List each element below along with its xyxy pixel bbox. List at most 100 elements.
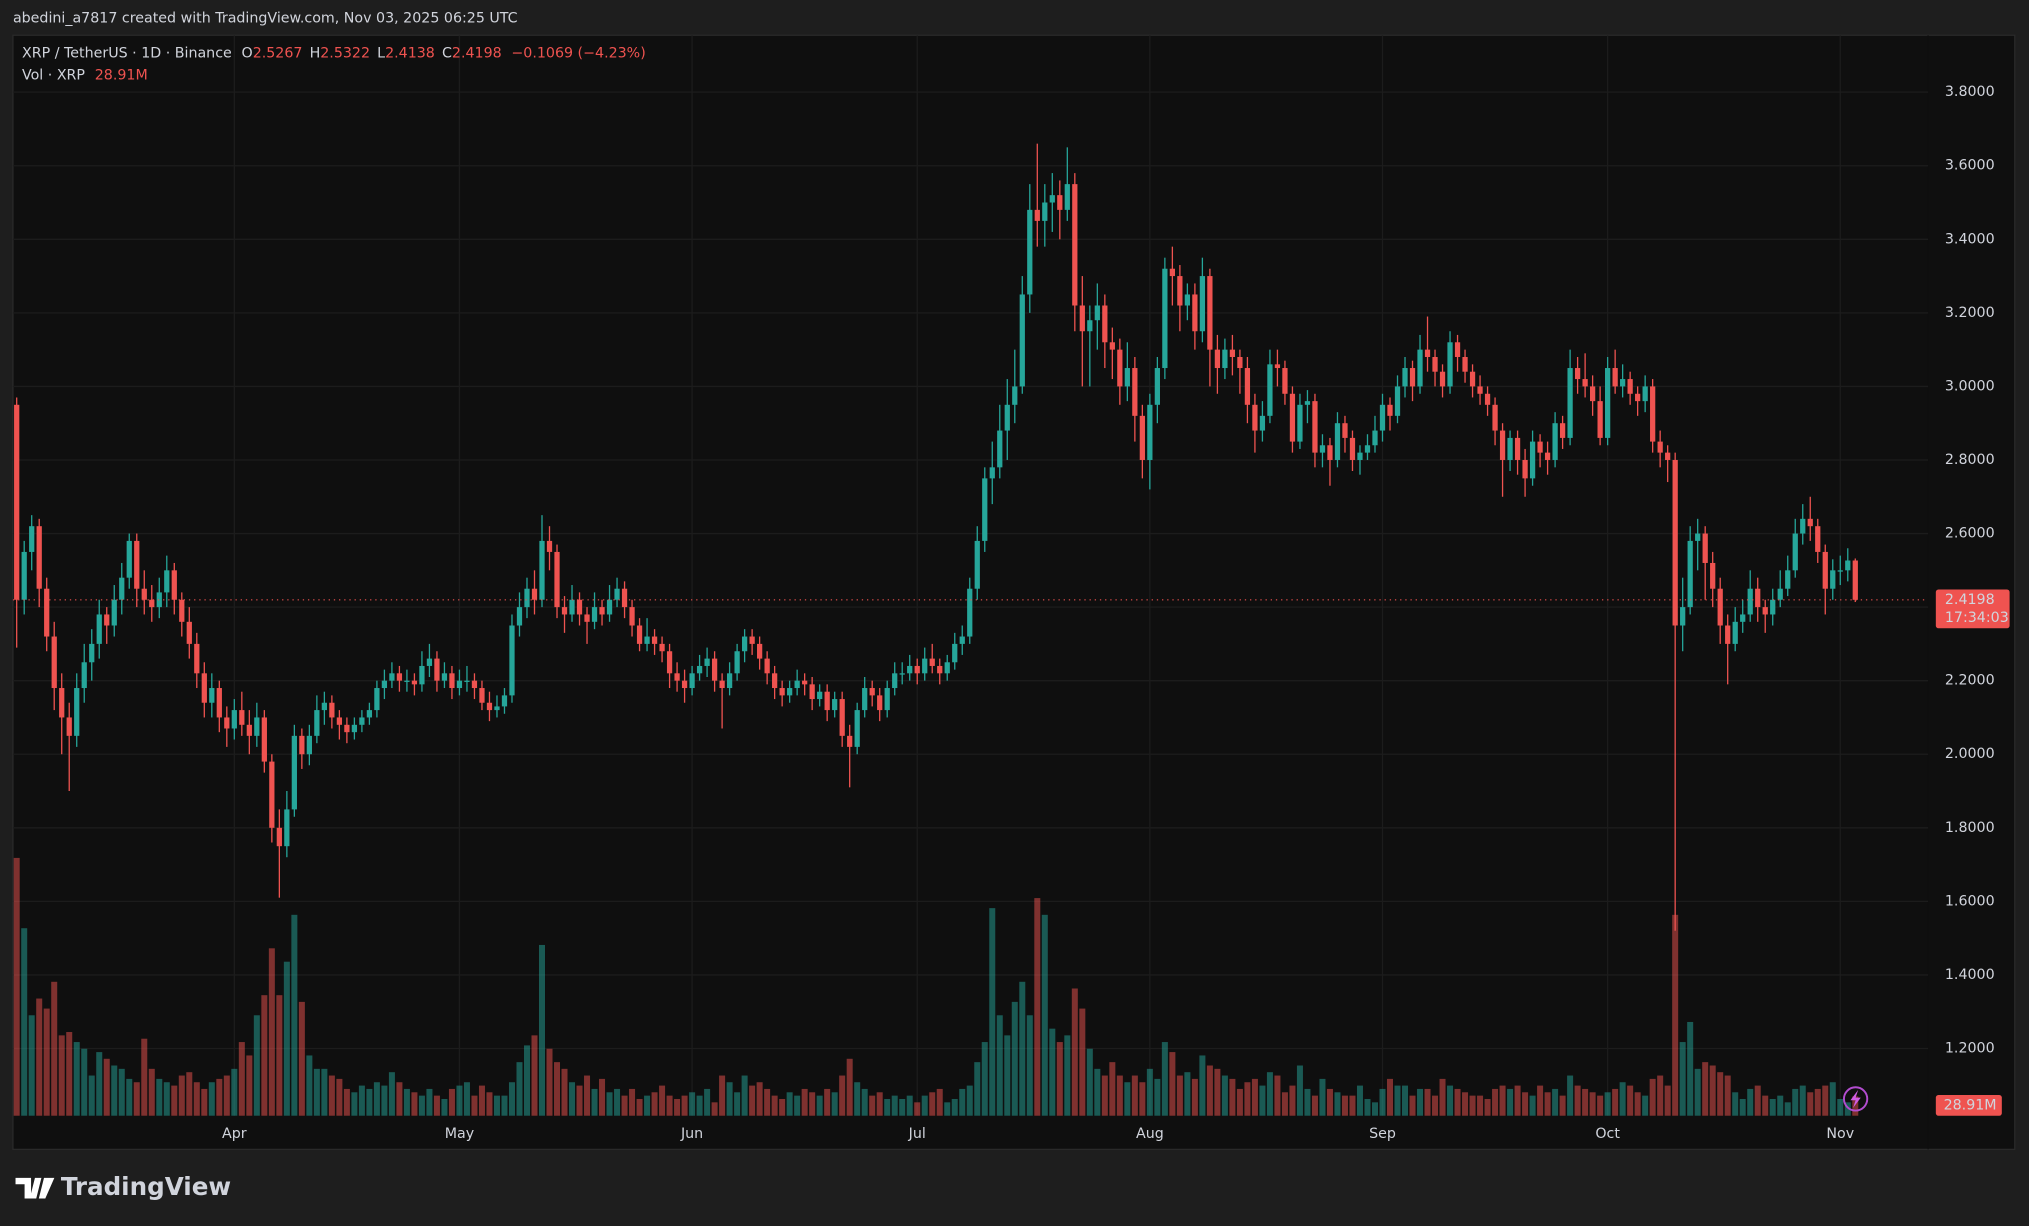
volume-bar — [921, 1095, 928, 1116]
candle-body — [689, 673, 695, 689]
volume-bar — [1274, 1075, 1281, 1116]
volume-bar — [306, 1055, 313, 1116]
volume-bar — [1034, 898, 1041, 1116]
candle-body — [239, 710, 245, 725]
candle-body — [1514, 437, 1521, 460]
candle-body — [1650, 386, 1656, 442]
close-key: C — [442, 45, 452, 61]
volume-bar — [1296, 1065, 1303, 1116]
candle-body — [1837, 570, 1843, 572]
candle-body — [1762, 607, 1768, 615]
y-tick-label: 1.2000 — [1945, 1040, 1995, 1056]
candle-body — [659, 643, 665, 652]
candle-body — [944, 662, 950, 674]
volume-bar — [66, 1032, 73, 1116]
candle-body — [1244, 368, 1251, 405]
candle-body — [1132, 368, 1138, 416]
candle-body — [344, 724, 350, 733]
close-value: 2.4198 — [452, 45, 502, 61]
volume-bar — [1371, 1102, 1378, 1116]
volume-bar — [1326, 1088, 1333, 1116]
candle-body — [471, 680, 478, 689]
volume-bar — [1244, 1082, 1251, 1116]
candle-body — [351, 724, 358, 733]
candle-body — [1282, 368, 1288, 394]
volume-bar — [1214, 1068, 1221, 1116]
y-tick-label: 3.4000 — [1945, 231, 1995, 247]
candle-body — [374, 688, 380, 711]
x-tick-label: Nov — [1826, 1126, 1854, 1142]
candle-body — [1777, 588, 1783, 600]
chart-pane — [12, 34, 2016, 1151]
volume-bar — [1732, 1092, 1739, 1116]
volume-bar — [1717, 1072, 1724, 1116]
volume-bar — [1109, 1062, 1116, 1116]
volume-bar — [1071, 988, 1078, 1116]
volume-bar — [1191, 1078, 1198, 1116]
volume-bar — [1679, 1042, 1686, 1116]
volume-bar — [253, 1015, 260, 1116]
candle-body — [396, 673, 403, 681]
volume-bar — [681, 1095, 688, 1116]
candle-body — [1004, 404, 1010, 431]
volume-bar — [644, 1095, 651, 1116]
volume-bar — [576, 1085, 583, 1116]
volume-bar — [388, 1072, 395, 1116]
volume-bar — [771, 1095, 778, 1116]
volume-bar — [989, 908, 996, 1116]
y-tick-label: 3.6000 — [1945, 158, 1995, 174]
volume-bar — [1364, 1098, 1371, 1116]
volume-badge-label: 28.91M — [1944, 1097, 1997, 1113]
candle-body — [321, 702, 327, 711]
countdown-label: 17:34:03 — [1945, 610, 2009, 626]
last-price-label: 2.4198 — [1945, 592, 1995, 608]
volume-bar — [336, 1078, 343, 1116]
icon-ring — [1842, 1086, 1869, 1112]
volume-bar — [283, 961, 290, 1116]
candle-body — [847, 735, 853, 747]
brand-name: TradingView — [61, 1172, 231, 1201]
candle-body — [862, 688, 868, 711]
volume-bar — [81, 1048, 88, 1116]
volume-bar — [1612, 1088, 1619, 1116]
volume-bar — [1304, 1088, 1311, 1116]
candle-body — [1702, 533, 1708, 563]
candle-body — [441, 673, 448, 681]
candle-body — [486, 702, 493, 711]
volume-bar — [1799, 1085, 1806, 1116]
candle-body — [1124, 368, 1130, 387]
candle-body — [1057, 195, 1063, 210]
candle-body — [141, 588, 147, 600]
volume-bar — [824, 1088, 831, 1116]
volume-bar — [208, 1082, 215, 1116]
volume-bar — [749, 1085, 756, 1116]
volume-bar — [996, 1015, 1003, 1116]
volume-bar — [216, 1078, 223, 1116]
candle-body — [1139, 415, 1145, 460]
volume-bar — [1559, 1095, 1566, 1116]
volume-bar — [366, 1088, 373, 1116]
lightning-icon[interactable] — [1842, 1086, 1869, 1112]
volume-bar — [1439, 1078, 1446, 1116]
volume-bar — [1739, 1098, 1746, 1116]
candle-body — [306, 735, 312, 755]
volume-bar — [1349, 1095, 1356, 1116]
candle-body — [51, 636, 57, 689]
candle-body — [419, 665, 425, 685]
volume-bar — [1394, 1085, 1401, 1116]
volume-bar — [96, 1052, 103, 1116]
volume-bar — [1589, 1092, 1596, 1116]
candle-body — [1544, 452, 1551, 460]
volume-bar — [1649, 1078, 1656, 1116]
volume-bar — [1514, 1085, 1521, 1116]
volume-bar — [584, 1075, 591, 1116]
volume-bar — [1544, 1092, 1551, 1116]
volume-bar — [621, 1095, 628, 1116]
candle-body — [1747, 588, 1753, 615]
candle-body — [629, 607, 635, 626]
volume-bar — [779, 1098, 786, 1116]
volume-bar — [1852, 1096, 1859, 1116]
volume-bar — [73, 1042, 80, 1116]
candle-body — [561, 607, 568, 615]
volume-bar — [1289, 1085, 1296, 1116]
